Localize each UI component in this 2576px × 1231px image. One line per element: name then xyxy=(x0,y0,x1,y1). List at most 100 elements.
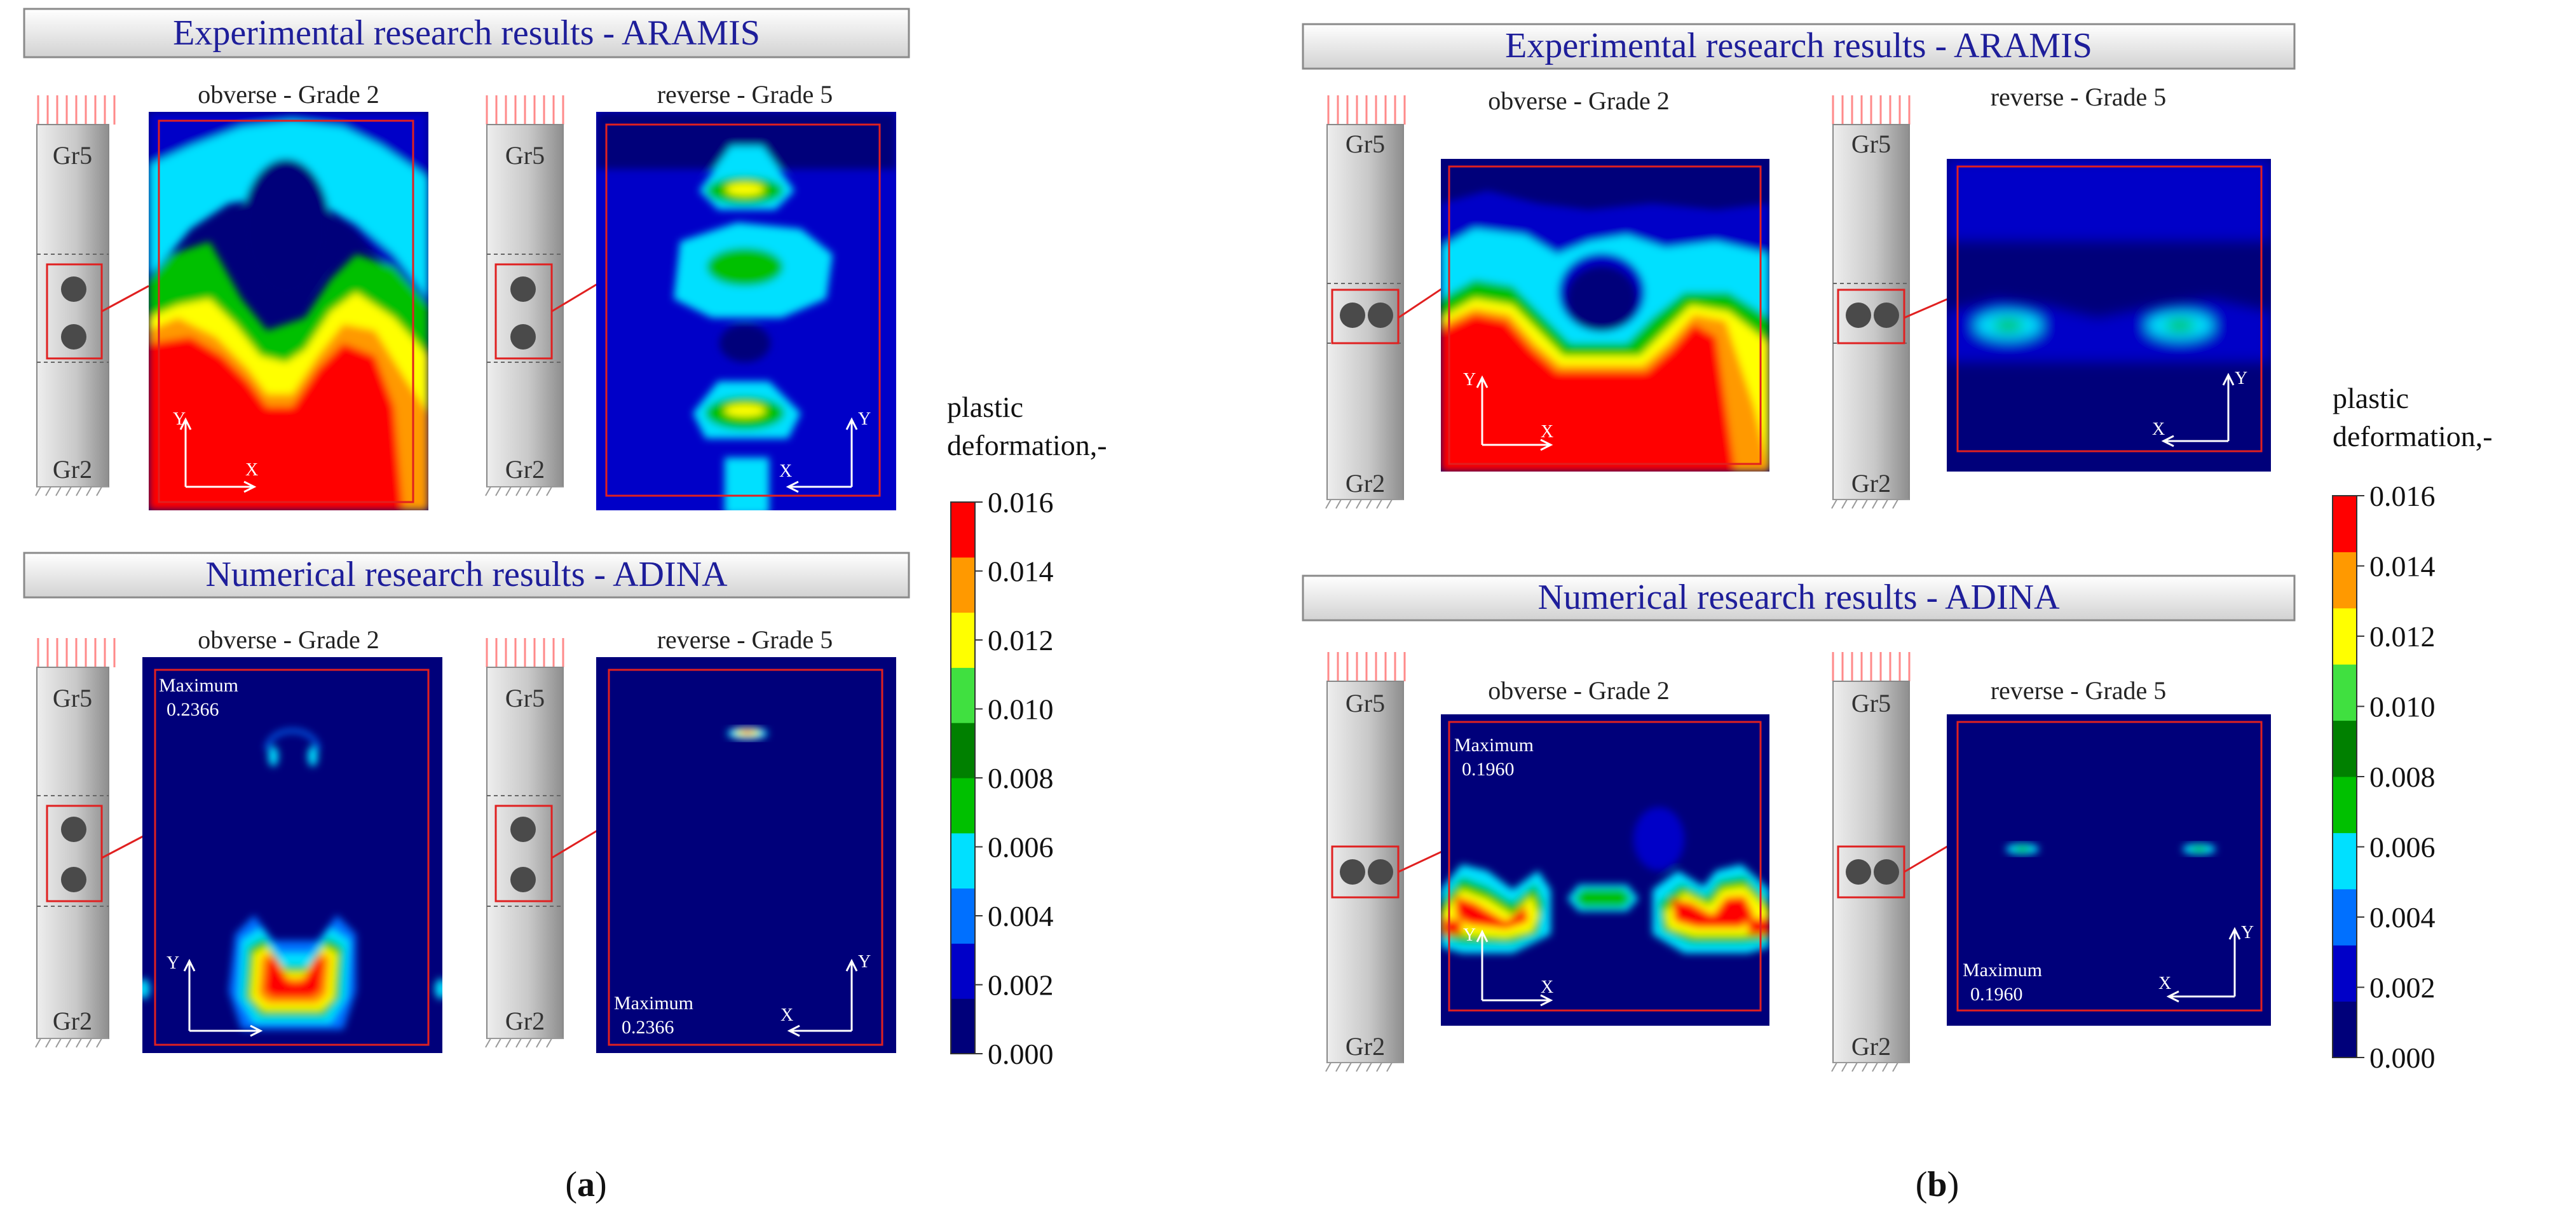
colorbar-swatches xyxy=(950,501,976,1054)
colorbar-swatch xyxy=(2333,664,2357,721)
colorbar-swatch xyxy=(2333,1001,2357,1058)
grade-top-label: Gr5 xyxy=(53,141,92,170)
axis-icon xyxy=(2166,927,2241,1003)
colorbar-swatch xyxy=(951,888,975,944)
axis-y-label: Y xyxy=(2241,923,2254,942)
grade-bottom-label: Gr2 xyxy=(1346,1032,1385,1061)
colorbar-tick-label: 0.000 xyxy=(2369,1042,2436,1074)
strain-map-adina-obverse: Y Maximum 0.2366 xyxy=(142,657,442,1053)
hole-icon xyxy=(1846,303,1871,328)
reverse-label: reverse - Grade 5 xyxy=(657,80,833,109)
hole-icon xyxy=(510,324,536,350)
load-arrows-icon xyxy=(486,638,564,667)
hole-icon xyxy=(61,324,86,350)
axis-y-label: Y xyxy=(167,953,179,973)
max-value: 0.2366 xyxy=(167,699,219,720)
hole-icon xyxy=(1874,303,1899,328)
grade-bottom-label: Gr2 xyxy=(1851,1032,1891,1061)
specimen-diagram: Gr5 Gr2 xyxy=(1831,652,1911,1072)
numerical-title-a: Numerical research results - ADINA xyxy=(205,555,728,594)
reverse-label: reverse - Grade 5 xyxy=(657,625,833,654)
colorbar-tick-label: 0.010 xyxy=(988,693,1054,726)
colorbar-ticks: 0.016 0.014 0.012 0.010 0.008 0.006 0.004 0.002… xyxy=(2357,480,2436,1074)
axis-x-label: X xyxy=(1541,977,1553,997)
colorbar-swatch xyxy=(2333,720,2357,777)
colorbar-tick-label: 0.016 xyxy=(2369,480,2436,512)
numerical-title-b: Numerical research results - ADINA xyxy=(1537,578,2060,617)
experimental-title-bar-b: Experimental research results - ARAMIS xyxy=(1302,23,2296,70)
grade-top-label: Gr5 xyxy=(1346,130,1385,158)
panel-b: Experimental research results - ARAMIS G… xyxy=(1302,23,2493,1204)
specimen-diagram: Gr5 Gr2 xyxy=(1325,95,1406,509)
colorbar-swatch xyxy=(951,998,975,1054)
grade-top-label: Gr5 xyxy=(505,141,545,170)
specimen-diagram: Gr5 Gr2 xyxy=(35,95,116,496)
max-label: Maximum xyxy=(159,675,238,696)
axis-y-label: Y xyxy=(173,409,186,429)
colorbar-title-line1: plastic xyxy=(2333,382,2409,414)
reverse-label: reverse - Grade 5 xyxy=(1991,83,2167,111)
axis-icon xyxy=(1476,929,1553,1007)
specimen-diagram: Gr5 Gr2 xyxy=(485,95,564,496)
grade-bottom-label: Gr2 xyxy=(53,1007,92,1035)
axis-icon xyxy=(2161,372,2235,447)
load-arrows-icon xyxy=(37,95,116,125)
colorbar-ticks: 0.016 0.014 0.012 0.010 0.008 0.006 0.004 0.002… xyxy=(975,486,1054,1070)
obverse-label: obverse - Grade 2 xyxy=(198,625,379,654)
load-arrows-icon xyxy=(37,638,116,667)
obverse-label: obverse - Grade 2 xyxy=(198,80,379,109)
axis-y-label: Y xyxy=(858,409,871,429)
colorbar-tick-label: 0.008 xyxy=(988,762,1054,794)
strain-map-adina-reverse: Y X Maximum 0.2366 xyxy=(596,657,896,1053)
axis-icon xyxy=(786,417,858,493)
colorbar-tick-label: 0.002 xyxy=(988,969,1054,1002)
hole-icon xyxy=(61,867,86,892)
colorbar-swatch xyxy=(2333,777,2357,833)
colorbar-swatch xyxy=(951,833,975,889)
load-arrows-icon xyxy=(1327,652,1406,681)
colorbar-tick-label: 0.014 xyxy=(988,555,1054,588)
axis-y-label: Y xyxy=(858,952,871,972)
axis-x-label: X xyxy=(2158,974,2171,993)
hole-icon xyxy=(1846,859,1871,885)
panel-b-label: (b) xyxy=(1916,1165,1959,1204)
strain-map-aramis-reverse: Y X xyxy=(1947,159,2271,472)
max-label: Maximum xyxy=(1454,735,1534,756)
hole-icon xyxy=(510,817,536,842)
load-arrows-icon xyxy=(486,95,564,125)
colorbar-tick-label: 0.004 xyxy=(988,900,1054,932)
axis-icon xyxy=(183,958,263,1037)
colorbar-tick-label: 0.012 xyxy=(988,624,1054,656)
specimen-diagram: Gr5 Gr2 xyxy=(35,638,116,1048)
colorbar-swatch xyxy=(951,667,975,723)
axis-x-label: X xyxy=(245,460,258,480)
axis-icon xyxy=(787,958,858,1037)
axis-x-label: X xyxy=(2152,419,2165,439)
colorbar-swatch xyxy=(2333,608,2357,665)
hole-icon xyxy=(510,276,536,302)
numerical-title-bar-a: Numerical research results - ADINA xyxy=(23,552,910,599)
obverse-label: obverse - Grade 2 xyxy=(1488,86,1669,115)
strain-map-adina-obverse: Y X Maximum 0.1960 xyxy=(1441,714,1769,1026)
load-arrows-icon xyxy=(1832,652,1911,681)
colorbar-tick-label: 0.016 xyxy=(988,486,1054,519)
colorbar-tick-label: 0.008 xyxy=(2369,761,2436,793)
grade-bottom-label: Gr2 xyxy=(505,1007,545,1035)
hole-icon xyxy=(1368,859,1393,885)
axis-y-label: Y xyxy=(1463,370,1476,390)
strain-map-adina-reverse: Y X Maximum 0.1960 xyxy=(1947,714,2271,1026)
reverse-label: reverse - Grade 5 xyxy=(1991,676,2167,705)
panel-a-label: (a) xyxy=(565,1165,606,1204)
obverse-label: obverse - Grade 2 xyxy=(1488,676,1669,705)
numerical-title-bar-b: Numerical research results - ADINA xyxy=(1302,575,2296,622)
grade-top-label: Gr5 xyxy=(505,684,545,712)
colorbar-swatch xyxy=(951,943,975,999)
max-value: 0.1960 xyxy=(1462,759,1515,780)
axis-x-label: X xyxy=(1541,422,1553,442)
colorbar-title-line1: plastic xyxy=(947,391,1023,423)
colorbar-tick-label: 0.012 xyxy=(2369,620,2436,653)
colorbar-b: plastic deformation,- 0.0160.0140.0120.0… xyxy=(2332,382,2493,1074)
max-value: 0.2366 xyxy=(622,1017,674,1038)
colorbar-swatch xyxy=(951,778,975,834)
